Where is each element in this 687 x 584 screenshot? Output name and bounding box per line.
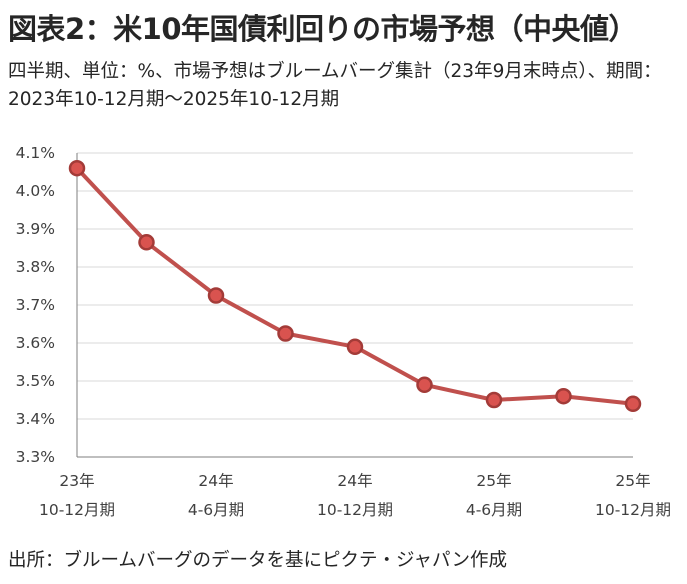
data-point — [68, 159, 86, 177]
data-point — [555, 387, 572, 405]
x-tick-label-year: 24年 — [198, 472, 233, 490]
x-tick-label-period: 10-12月期 — [317, 501, 393, 519]
x-axis-ticks: 23年 10-12月期 24年 4-6月期 24年 10-12月期 25年 4-6月期 25年 1… — [39, 472, 671, 519]
y-tick-label: 4.0% — [16, 182, 55, 200]
data-point — [624, 395, 642, 413]
x-tick-label-period: 10-12月期 — [39, 501, 115, 519]
y-tick-label: 3.3% — [16, 448, 55, 466]
chart-subtitle: 四半期、単位：%、市場予想はブルームバーグ集計（23年9月末時点）、期間：202… — [8, 61, 662, 110]
x-tick-label-year: 24年 — [337, 472, 372, 490]
line-chart: 3.3% 3.4% 3.5% 3.6% 3.7% 3.8% 3.9% 4.0% 4.1% 23年… — [16, 144, 671, 519]
x-tick-label-year: 25年 — [476, 472, 511, 490]
series-markers — [68, 159, 642, 413]
x-tick-label-period: 10-12月期 — [595, 501, 671, 519]
x-tick-label-period: 4-6月期 — [466, 501, 522, 519]
data-point — [277, 325, 294, 342]
source-note: 出所：ブルームバーグのデータを基にピクテ・ジャパン作成 — [8, 550, 507, 571]
series-line — [75, 166, 634, 406]
data-point — [416, 376, 433, 394]
y-tick-label: 3.5% — [16, 372, 55, 390]
x-tick-label-year: 25年 — [615, 472, 650, 490]
chart-title: 図表2：米10年国債利回りの市場予想（中央値） — [8, 12, 638, 46]
series-polyline — [75, 166, 634, 406]
y-axis-ticks: 3.3% 3.4% 3.5% 3.6% 3.7% 3.8% 3.9% 4.0% 4.1% — [16, 144, 55, 466]
data-point — [207, 287, 225, 304]
data-point — [346, 338, 364, 356]
y-tick-label: 3.6% — [16, 334, 55, 352]
data-point — [485, 391, 503, 409]
x-tick-label-period: 4-6月期 — [188, 501, 244, 519]
y-tick-label: 4.1% — [16, 144, 55, 162]
y-tick-label: 3.7% — [16, 296, 55, 314]
gridlines — [76, 152, 633, 458]
y-tick-label: 3.8% — [16, 258, 55, 276]
x-tick-label-year: 23年 — [59, 472, 94, 490]
y-tick-label: 3.9% — [16, 220, 55, 238]
data-point — [138, 234, 155, 251]
y-tick-label: 3.4% — [16, 410, 55, 428]
